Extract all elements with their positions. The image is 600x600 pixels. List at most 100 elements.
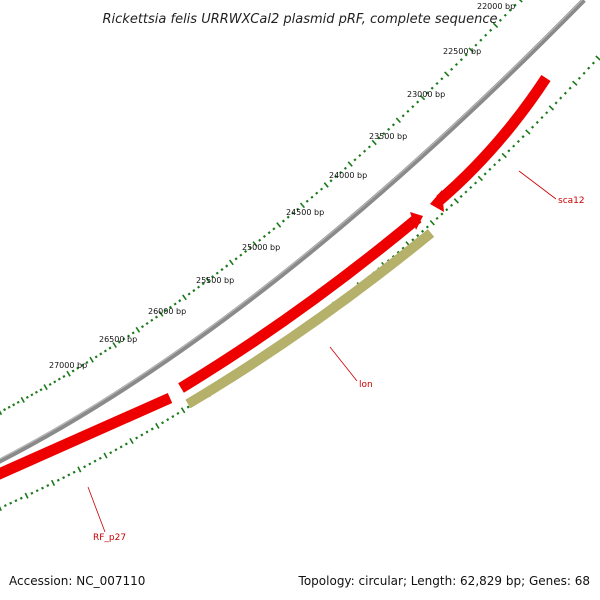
minor-tick [135, 436, 139, 440]
minor-tick [425, 91, 429, 95]
minor-tick [587, 66, 591, 70]
minor-tick [145, 430, 149, 434]
minor-tick [178, 299, 182, 303]
major-tick [492, 22, 499, 28]
major-tick [299, 202, 306, 209]
minor-tick [30, 491, 34, 495]
minor-tick [535, 120, 539, 124]
major-tick [129, 438, 134, 444]
minor-tick [387, 127, 391, 131]
minor-tick [131, 331, 135, 335]
major-tick [155, 422, 160, 429]
tick-label-22000: 22000 bp [477, 2, 515, 11]
tick-label-23500: 23500 bp [369, 132, 407, 141]
minor-tick [16, 400, 20, 404]
minor-tick [516, 139, 520, 144]
minor-tick [127, 334, 131, 338]
major-tick [0, 410, 3, 416]
major-tick [103, 452, 108, 459]
major-tick [43, 384, 48, 391]
minor-tick [62, 476, 66, 480]
tick-label-24000: 24000 bp [329, 171, 367, 180]
minor-tick [454, 62, 459, 67]
tick-label-25000: 25000 bp [242, 243, 280, 252]
minor-tick [435, 81, 439, 86]
gene-forward-middle[interactable] [178, 212, 423, 393]
minor-tick [83, 465, 87, 469]
major-tick [77, 466, 82, 473]
minor-tick [248, 246, 252, 250]
minor-tick [72, 470, 76, 474]
minor-tick [363, 149, 367, 153]
minor-tick [53, 380, 57, 384]
major-tick [252, 241, 258, 247]
minor-tick [211, 275, 215, 279]
minor-tick [497, 158, 501, 162]
gene-RF_p27-bar[interactable] [0, 392, 173, 480]
gene-RF_p27[interactable] [0, 392, 173, 480]
major-tick [276, 222, 282, 228]
minor-tick [41, 486, 44, 490]
minor-tick [161, 421, 165, 425]
minor-tick [9, 501, 13, 505]
minor-tick [591, 61, 595, 65]
minor-tick [474, 43, 478, 47]
major-tick [182, 294, 187, 301]
minor-tick [401, 114, 405, 118]
minor-tick [48, 382, 52, 386]
major-tick [158, 310, 164, 317]
minor-tick [25, 395, 29, 399]
minor-tick [3, 504, 7, 508]
gene-sca12[interactable] [430, 74, 551, 212]
minor-tick [192, 289, 196, 293]
minor-tick [450, 67, 454, 71]
minor-tick [530, 125, 535, 129]
minor-tick [488, 167, 492, 171]
minor-tick [430, 86, 434, 90]
RF_p27-label-line [87, 486, 106, 533]
minor-tick [140, 433, 144, 437]
minor-tick [244, 249, 248, 253]
minor-tick [577, 76, 581, 80]
major-tick [468, 47, 474, 53]
major-tick [371, 139, 377, 146]
minor-tick [563, 91, 567, 95]
minor-tick [108, 346, 112, 350]
minor-tick [119, 445, 123, 449]
major-tick [205, 277, 211, 284]
minor-tick [150, 318, 154, 322]
major-tick [501, 152, 507, 159]
minor-tick [310, 195, 314, 199]
minor-tick [168, 305, 172, 309]
minor-tick [35, 489, 39, 493]
gene-lon[interactable] [185, 229, 435, 409]
tick-label-26000: 26000 bp [148, 307, 186, 316]
minor-tick [114, 448, 118, 452]
gene-forward-middle-bar[interactable] [178, 213, 422, 393]
tick-label-23000: 23000 bp [407, 90, 445, 99]
minor-tick [416, 234, 420, 238]
minor-tick [483, 172, 487, 176]
minor-tick [445, 208, 449, 212]
lon-label-line [329, 346, 358, 382]
minor-tick [464, 190, 468, 194]
minor-tick [67, 473, 71, 477]
minor-tick [296, 207, 300, 211]
major-tick [453, 198, 459, 204]
minor-tick [440, 77, 444, 81]
minor-tick [171, 415, 175, 419]
minor-tick [39, 388, 43, 392]
minor-tick [201, 282, 205, 286]
gene-label-RF_p27: RF_p27 [93, 533, 126, 543]
gene-lon-bar[interactable] [185, 229, 435, 409]
minor-tick [258, 238, 262, 242]
major-tick [50, 479, 56, 486]
minor-tick [215, 271, 219, 275]
minor-tick [57, 377, 61, 381]
outer-tick-ring [0, 0, 523, 416]
minor-tick [406, 109, 410, 113]
minor-tick [513, 3, 517, 7]
minor-tick [305, 199, 309, 203]
backbone-highlight [0, 0, 583, 460]
gene-sca12-bar[interactable] [436, 74, 551, 205]
